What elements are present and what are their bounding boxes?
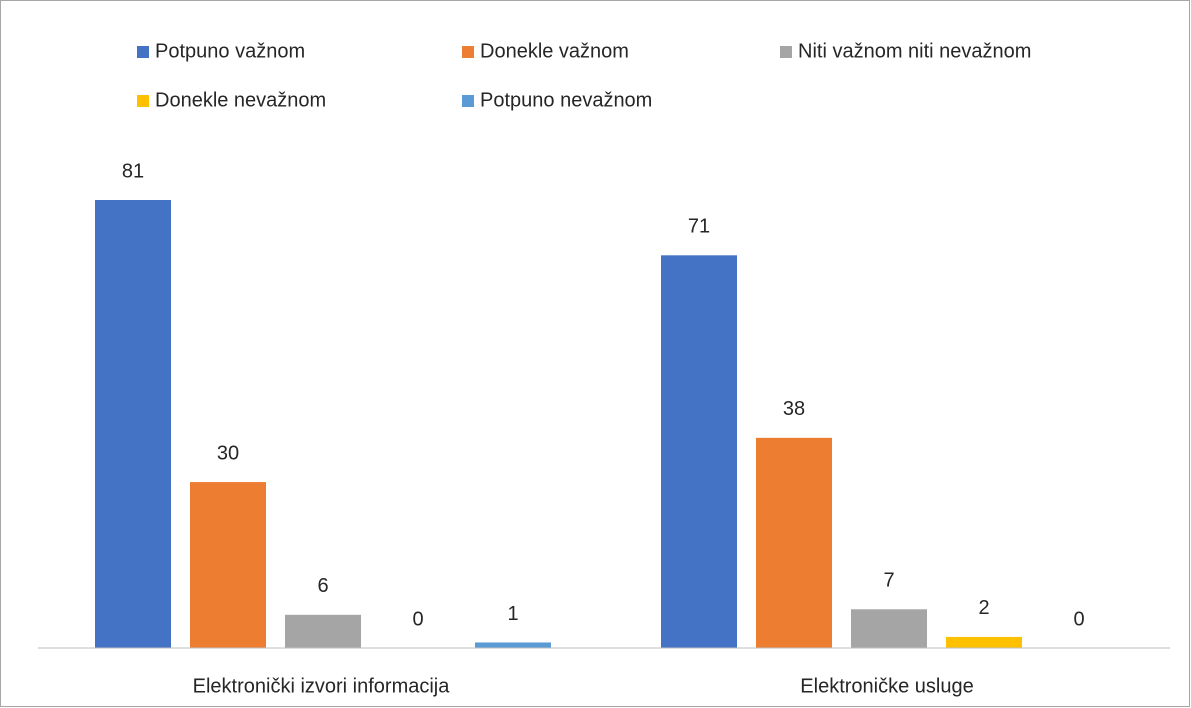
legend-label: Potpuno važnom <box>155 40 305 62</box>
bar <box>851 609 927 648</box>
bar <box>285 614 361 648</box>
legend-label: Donekle nevažnom <box>155 89 326 111</box>
legend-swatch <box>780 46 792 58</box>
data-label: 38 <box>783 398 805 420</box>
x-tick-label: Elektroničke usluge <box>800 675 973 697</box>
data-label: 7 <box>883 570 894 592</box>
bar <box>661 255 737 648</box>
legend-swatch <box>137 46 149 58</box>
bar <box>756 437 832 648</box>
data-label: 81 <box>122 160 144 182</box>
legend-label: Donekle važnom <box>480 40 629 62</box>
bar <box>946 636 1022 648</box>
legend-label: Potpuno nevažnom <box>480 89 652 111</box>
data-label: 71 <box>688 216 710 238</box>
bar <box>475 642 551 648</box>
legend-label: Niti važnom niti nevažnom <box>798 40 1031 62</box>
bar <box>190 482 266 648</box>
legend-swatch <box>462 95 474 107</box>
x-tick-label: Elektronički izvori informacija <box>193 675 451 697</box>
data-label: 0 <box>412 608 423 630</box>
data-label: 0 <box>1073 608 1084 630</box>
data-label: 30 <box>217 442 239 464</box>
bar <box>95 200 171 648</box>
data-label: 6 <box>317 575 328 597</box>
legend-swatch <box>137 95 149 107</box>
legend-swatch <box>462 46 474 58</box>
data-label: 2 <box>978 597 989 619</box>
data-label: 1 <box>507 603 518 625</box>
